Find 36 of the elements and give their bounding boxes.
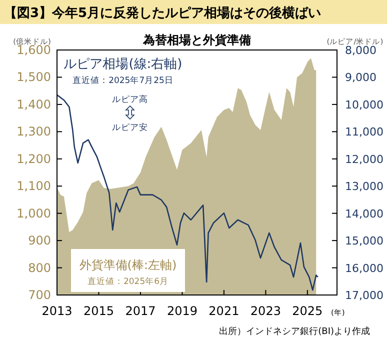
x-tick-label: 2025 (292, 304, 323, 318)
annotation: 直近値：2025年7月25日 (72, 75, 174, 86)
series-label: ルピア相場(線:右軸) (64, 57, 182, 72)
y2-tick-label: 9,000 (345, 71, 376, 84)
chart-title: 【図3】今年5月に反発したルピア相場はその後横ばい (4, 5, 322, 21)
y-tick-label: 1,500 (16, 70, 51, 84)
y-tick-label: 1,200 (16, 152, 51, 166)
x-tick-label: 2013 (42, 304, 72, 318)
annotation: 直近値：2025年6月 (87, 276, 169, 287)
y2-tick-label: 13,000 (345, 180, 384, 194)
y-tick-label: 800 (28, 260, 51, 275)
annotation: ルピア安 (112, 122, 148, 133)
x-tick-label: 2015 (83, 304, 114, 318)
series-label: 外貨準備(棒:左軸) (79, 258, 177, 272)
chart-subtitle: 為替相場と外貨準備 (142, 33, 251, 47)
y-tick-label: 1,400 (16, 97, 51, 112)
y2-tick-label: 8,000 (345, 44, 376, 57)
x-tick-label: 2021 (208, 304, 240, 318)
y2-tick-label: 17,000 (345, 289, 384, 302)
y-tick-label: 1,100 (16, 179, 51, 194)
x-tick-label: 2023 (250, 304, 281, 318)
y-tick-label: 1,000 (16, 206, 51, 220)
y2-tick-label: 12,000 (345, 152, 384, 166)
y2-tick-label: 10,000 (345, 98, 384, 112)
y-tick-label: 700 (28, 288, 51, 302)
y-tick-label: 900 (28, 234, 51, 248)
text: 出所）インドネシア銀行(BI)より作成 (219, 326, 370, 337)
y2-tick-label: 11,000 (345, 126, 384, 139)
annotation: ルピア高 (112, 94, 148, 105)
x-tick-label: 2019 (166, 304, 198, 318)
y2-tick-label: 14,000 (345, 207, 384, 220)
y2-tick-label: 15,000 (345, 234, 384, 248)
y-tick-label: 1,300 (16, 124, 51, 139)
x-tick-label: 2017 (125, 304, 156, 318)
y2-tick-label: 16,000 (345, 262, 384, 275)
line-series (57, 94, 319, 291)
